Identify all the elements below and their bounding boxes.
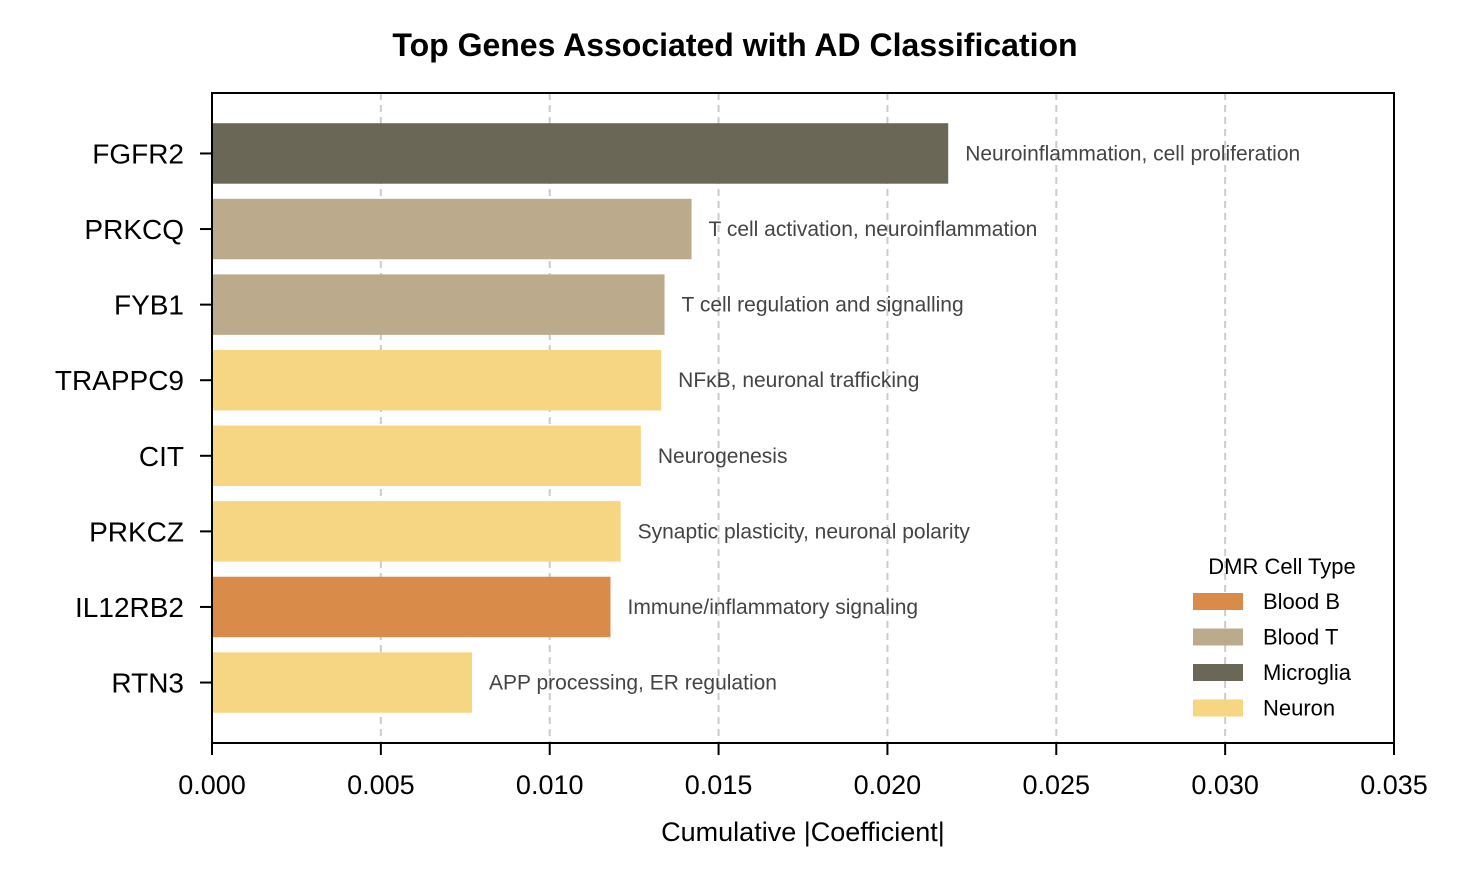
legend-label: Blood B bbox=[1263, 589, 1340, 614]
y-tick-label: FGFR2 bbox=[92, 138, 184, 169]
legend-swatch bbox=[1193, 664, 1243, 681]
x-tick-label: 0.035 bbox=[1360, 770, 1428, 800]
bar-fyb1 bbox=[212, 274, 665, 335]
bar-fgfr2 bbox=[212, 123, 949, 184]
bar-annotation: T cell activation, neuroinflammation bbox=[709, 218, 1038, 241]
bar-cit bbox=[212, 425, 641, 487]
y-tick-label: CIT bbox=[139, 441, 184, 472]
bar-rtn3 bbox=[212, 652, 473, 713]
annotations-group: Neuroinflammation, cell proliferation T c… bbox=[489, 142, 1300, 694]
x-tick-label: 0.000 bbox=[178, 770, 246, 800]
bar-annotation: NFκB, neuronal trafficking bbox=[678, 369, 919, 392]
y-tick-label: PRKCQ bbox=[84, 214, 184, 245]
bar-prkcq bbox=[212, 198, 692, 260]
grid-lines bbox=[379, 93, 1227, 743]
bars-group bbox=[212, 123, 949, 713]
y-tick-label: FYB1 bbox=[114, 290, 184, 321]
y-tick-label: IL12RB2 bbox=[75, 592, 184, 623]
x-tick-label: 0.030 bbox=[1191, 770, 1259, 800]
plot-frame bbox=[211, 92, 1395, 744]
x-tick-label: 0.025 bbox=[1022, 770, 1090, 800]
bar-annotation: Neuroinflammation, cell proliferation bbox=[965, 142, 1300, 165]
y-tick-label: PRKCZ bbox=[89, 516, 184, 547]
bar-annotation: Immune/inflammatory signaling bbox=[628, 596, 919, 619]
y-axis: FGFR2 PRKCQ FYB1 TRAPPC9 CIT PRKCZ IL12RB2 RTN3 bbox=[55, 138, 212, 699]
bar-prkcz bbox=[212, 501, 621, 562]
legend-swatch bbox=[1193, 593, 1243, 610]
legend-label: Neuron bbox=[1263, 696, 1335, 721]
bar-annotation: T cell regulation and signalling bbox=[682, 294, 964, 317]
x-axis-label: Cumulative |Coefficient| bbox=[661, 817, 945, 847]
y-tick-label: TRAPPC9 bbox=[55, 365, 184, 396]
legend-swatch bbox=[1193, 628, 1243, 646]
x-axis: 0.000 0.005 0.010 0.015 0.020 0.025 0.030 0.035 bbox=[178, 743, 1428, 800]
y-tick-label: RTN3 bbox=[111, 668, 184, 699]
legend-swatch bbox=[1193, 699, 1243, 717]
x-tick-label: 0.015 bbox=[685, 770, 753, 800]
legend-title: DMR Cell Type bbox=[1208, 554, 1356, 579]
x-tick-label: 0.005 bbox=[347, 770, 415, 800]
x-tick-label: 0.020 bbox=[854, 770, 922, 800]
legend: DMR Cell Type Blood B Blood T Microglia Neu… bbox=[1193, 554, 1356, 721]
chart-title: Top Genes Associated with AD Classificat… bbox=[392, 27, 1077, 63]
legend-label: Microglia bbox=[1263, 660, 1352, 685]
bar-il12rb2 bbox=[212, 576, 611, 638]
x-tick-label: 0.010 bbox=[516, 770, 584, 800]
bar-annotation: APP processing, ER regulation bbox=[489, 672, 777, 695]
bar-annotation: Neurogenesis bbox=[658, 445, 788, 468]
legend-label: Blood T bbox=[1263, 625, 1338, 650]
bar-trappc9 bbox=[212, 349, 662, 411]
bar-annotation: Synaptic plasticity, neuronal polarity bbox=[638, 520, 971, 543]
